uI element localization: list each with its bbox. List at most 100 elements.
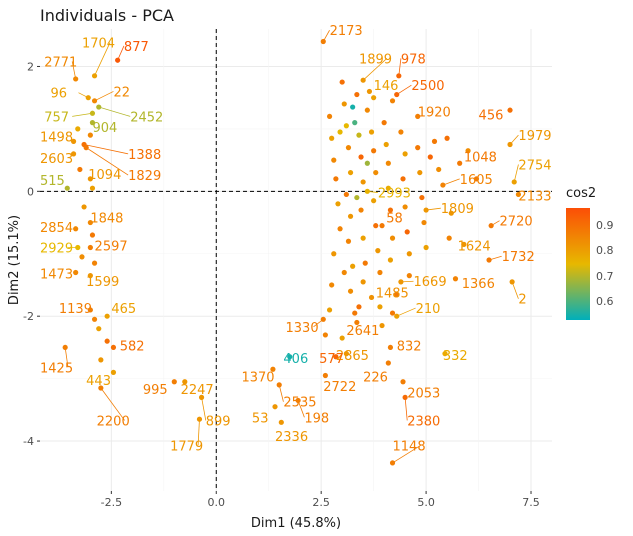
point-label-2380: 2380 xyxy=(407,414,440,429)
data-point xyxy=(356,132,362,138)
data-point xyxy=(364,107,370,113)
grid-lines xyxy=(40,29,552,491)
data-point xyxy=(360,279,366,285)
point-label-2: 2 xyxy=(518,293,526,308)
point-label-1809: 1809 xyxy=(441,202,474,217)
data-point xyxy=(448,210,454,216)
point-label-456: 456 xyxy=(479,109,504,124)
point-label-2133: 2133 xyxy=(518,190,551,205)
y-tick-label: -2 xyxy=(23,310,34,323)
data-point xyxy=(387,207,394,213)
data-point-2247 xyxy=(182,379,188,385)
data-point xyxy=(402,204,408,210)
data-point-1094 xyxy=(87,176,93,182)
data-point xyxy=(337,226,343,232)
point-labels: 2173 877 1704 2771 1899 978 96 22 146 2500 2452 757… xyxy=(40,24,552,464)
point-label-1848: 1848 xyxy=(90,212,123,227)
data-point xyxy=(341,269,347,276)
point-label-1599: 1599 xyxy=(86,275,119,290)
data-point xyxy=(431,138,438,144)
data-point-1599 xyxy=(87,273,93,279)
label-leader-line xyxy=(362,58,388,81)
point-label-198: 198 xyxy=(304,411,329,426)
data-point xyxy=(360,235,366,241)
point-label-22: 22 xyxy=(113,85,130,100)
label-leader-line xyxy=(488,255,502,261)
x-tick-label: 2.5 xyxy=(312,496,330,509)
data-point-582 xyxy=(110,344,117,351)
data-point xyxy=(406,251,412,257)
data-point xyxy=(331,157,337,163)
data-point-577 xyxy=(333,354,339,360)
x-axis-title: Dim1 (45.8%) xyxy=(251,516,341,531)
data-point xyxy=(354,194,360,201)
data-point-2173 xyxy=(320,38,326,45)
data-point xyxy=(89,232,96,238)
data-point xyxy=(465,148,471,154)
x-tick-label: -2.5 xyxy=(101,496,122,509)
legend-title: cos2 xyxy=(566,186,597,201)
data-point xyxy=(423,244,429,251)
point-label-1498: 1498 xyxy=(40,130,73,145)
point-label-2720: 2720 xyxy=(500,215,533,230)
label-leader-line xyxy=(367,190,378,193)
point-label-2754: 2754 xyxy=(518,158,551,173)
label-leader-line xyxy=(85,147,129,176)
data-point xyxy=(387,257,394,263)
point-label-1148: 1148 xyxy=(393,439,426,454)
data-point-995 xyxy=(171,379,177,385)
point-label-1605: 1605 xyxy=(460,173,493,188)
data-point xyxy=(335,201,341,207)
label-leader-line xyxy=(392,445,421,464)
point-label-2535: 2535 xyxy=(283,396,316,411)
data-point-456 xyxy=(507,107,513,113)
data-point xyxy=(329,135,335,141)
point-label-406: 406 xyxy=(283,352,308,367)
data-point-515 xyxy=(64,185,70,191)
point-label-877: 877 xyxy=(124,40,149,55)
point-label-465: 465 xyxy=(111,302,136,317)
data-point xyxy=(385,160,391,166)
point-label-1370: 1370 xyxy=(241,371,274,386)
label-leader-line xyxy=(398,58,402,76)
legend-tick-label: 0.9 xyxy=(596,218,614,232)
label-leader-line xyxy=(94,42,111,76)
data-point xyxy=(91,316,98,322)
cos2-legend: cos2 0.9 0.8 0.7 0.6 xyxy=(566,186,614,320)
point-label-1425: 1425 xyxy=(40,361,73,376)
data-point xyxy=(389,98,396,104)
label-leader-line xyxy=(72,112,93,117)
data-point xyxy=(356,304,362,310)
data-point xyxy=(104,338,110,344)
x-tick-label: 5.0 xyxy=(417,496,435,509)
data-point-2053 xyxy=(400,379,406,385)
data-point xyxy=(350,104,356,110)
data-point xyxy=(326,307,333,313)
data-point xyxy=(406,273,412,279)
point-label-757: 757 xyxy=(44,110,69,125)
point-label-2865: 2865 xyxy=(336,349,369,364)
point-label-995: 995 xyxy=(143,383,168,398)
x-tick-label: 0.0 xyxy=(208,496,226,509)
data-point-2641 xyxy=(354,319,360,326)
legend-color-bar xyxy=(566,208,590,320)
point-label-210: 210 xyxy=(416,302,441,317)
label-leader-line xyxy=(400,280,414,283)
point-label-53: 53 xyxy=(252,411,269,426)
data-point xyxy=(345,145,352,151)
data-point xyxy=(89,185,96,191)
chart-title: Individuals - PCA xyxy=(40,6,174,25)
point-label-226: 226 xyxy=(363,371,388,386)
data-point xyxy=(377,269,383,276)
data-point-1624 xyxy=(461,241,467,247)
data-point xyxy=(371,198,377,204)
data-point-443 xyxy=(110,369,117,375)
point-label-515: 515 xyxy=(40,174,65,189)
data-point-1370 xyxy=(270,366,276,372)
label-leader-line xyxy=(404,397,408,421)
data-point xyxy=(358,207,364,213)
data-point-2597 xyxy=(87,244,93,251)
data-point xyxy=(364,160,370,166)
point-label-2603: 2603 xyxy=(40,152,73,167)
y-axis-ticks: -4 -2 0 2 xyxy=(23,60,40,448)
